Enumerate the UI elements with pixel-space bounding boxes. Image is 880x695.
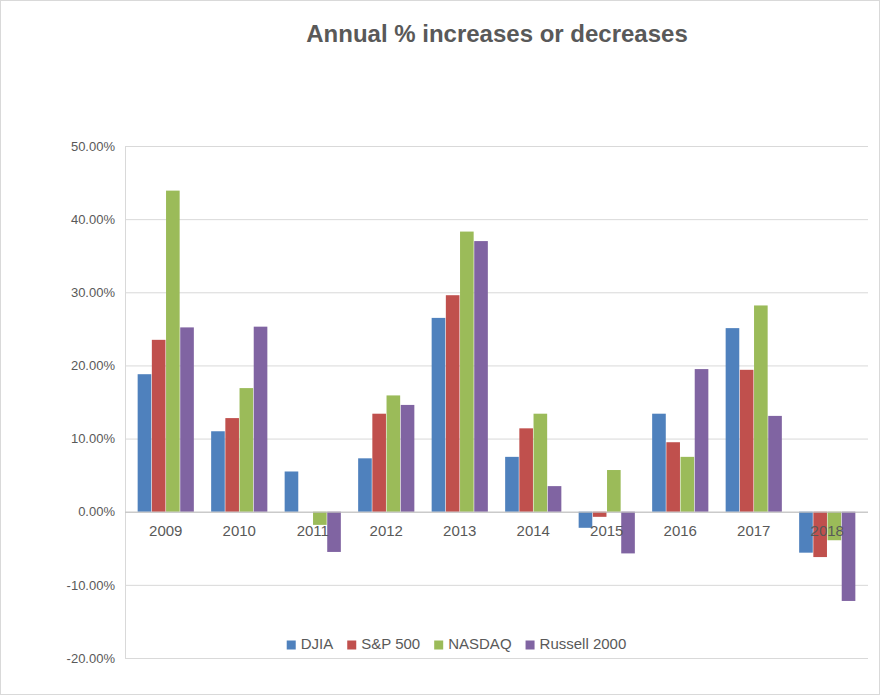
y-axis-line: [125, 147, 126, 659]
y-tick: 40.00%: [71, 212, 125, 227]
x-tick: 2018: [811, 522, 844, 539]
legend-label: DJIA: [301, 635, 334, 652]
x-tick: 2013: [443, 522, 476, 539]
legend-swatch: [526, 641, 535, 650]
legend-swatch: [434, 641, 443, 650]
bar: [432, 318, 446, 512]
bar: [534, 414, 548, 512]
y-tick: -10.00%: [67, 578, 125, 593]
legend: DJIA S&P 500 NASDAQ Russell 2000: [287, 635, 627, 652]
y-tick: 10.00%: [71, 431, 125, 446]
y-tick: 30.00%: [71, 285, 125, 300]
y-tick: 0.00%: [78, 504, 125, 519]
bar: [152, 340, 166, 512]
y-tick-label: 30.00%: [71, 285, 116, 300]
bar: [754, 305, 768, 511]
bar: [695, 369, 709, 512]
legend-item: Russell 2000: [526, 635, 627, 652]
x-tick: 2015: [590, 522, 623, 539]
x-tick-label: 2009: [149, 522, 182, 539]
bar-series: [152, 295, 827, 557]
chart: -20.00% -10.00% 0.00% 10.00% 20.00% 30.00% 40.…: [0, 0, 880, 695]
bar: [460, 232, 474, 512]
bars: [138, 191, 856, 601]
bar: [726, 328, 740, 512]
bar: [519, 428, 533, 511]
y-tick: -20.00%: [67, 651, 125, 666]
legend-swatch: [347, 641, 356, 650]
y-tick-label: -20.00%: [67, 651, 116, 666]
legend-label: S&P 500: [361, 635, 420, 652]
grid-line: [125, 512, 868, 513]
x-tick: 2016: [664, 522, 697, 539]
grid-line: [125, 219, 868, 220]
x-tick-label: 2015: [590, 522, 623, 539]
grid-line: [125, 585, 868, 586]
bar: [474, 241, 488, 512]
x-tick: 2014: [517, 522, 550, 539]
x-tick-label: 2017: [737, 522, 770, 539]
x-tick-label: 2018: [811, 522, 844, 539]
y-tick: 20.00%: [71, 358, 125, 373]
grid-line: [125, 146, 868, 147]
grid-line: [125, 658, 868, 659]
y-tick-label: 40.00%: [71, 212, 116, 227]
legend-label: Russell 2000: [540, 635, 627, 652]
x-tick: 2017: [737, 522, 770, 539]
bar: [387, 395, 401, 511]
legend-swatch: [287, 641, 296, 650]
x-tick-label: 2016: [664, 522, 697, 539]
bar: [285, 471, 299, 511]
x-axis-line: [125, 512, 868, 513]
chart-frame: [1, 1, 880, 695]
legend-item: S&P 500: [347, 635, 420, 652]
bar: [372, 414, 386, 512]
bar: [666, 442, 680, 511]
legend-item: DJIA: [287, 635, 334, 652]
y-tick: 50.00%: [71, 139, 125, 154]
legend-label: NASDAQ: [448, 635, 511, 652]
x-tick-label: 2013: [443, 522, 476, 539]
x-tick-label: 2014: [517, 522, 550, 539]
bar: [652, 414, 666, 512]
title: Annual % increases or decreases: [306, 20, 688, 47]
bar: [740, 370, 754, 512]
grid: [125, 147, 868, 659]
x-tick: 2009: [149, 522, 182, 539]
x-tick: 2011: [297, 522, 329, 539]
x-tick-label: 2011: [297, 522, 329, 539]
bar: [607, 470, 621, 512]
x-tick: 2010: [223, 522, 256, 539]
y-tick-label: -10.00%: [67, 578, 116, 593]
bar: [211, 431, 225, 511]
y-tick-label: 50.00%: [71, 139, 116, 154]
x-tick-label: 2010: [223, 522, 256, 539]
bar: [548, 486, 562, 512]
bar: [446, 295, 460, 512]
x-tick: 2012: [370, 522, 403, 539]
bar: [768, 416, 782, 512]
x-tick-label: 2012: [370, 522, 403, 539]
legend-item: NASDAQ: [434, 635, 511, 652]
y-tick-label: 10.00%: [71, 431, 116, 446]
bar: [505, 457, 519, 512]
y-tick-label: 20.00%: [71, 358, 116, 373]
bar-series: [180, 241, 855, 601]
bar: [240, 388, 254, 512]
bar: [180, 327, 194, 511]
bar: [166, 191, 180, 512]
y-axis: -20.00% -10.00% 0.00% 10.00% 20.00% 30.00% 40.…: [67, 139, 126, 666]
grid-line: [125, 292, 868, 293]
bar: [138, 374, 152, 512]
bar: [225, 418, 239, 512]
bar-series: [166, 191, 841, 541]
bar: [401, 405, 415, 512]
bar: [254, 327, 268, 512]
bar: [358, 458, 372, 511]
y-tick-label: 0.00%: [78, 504, 115, 519]
bar: [681, 457, 695, 512]
bar: [327, 512, 341, 552]
x-axis: 2009 2010 2011 2012 2013 2014 2015 2016 2017 2018: [125, 512, 868, 539]
